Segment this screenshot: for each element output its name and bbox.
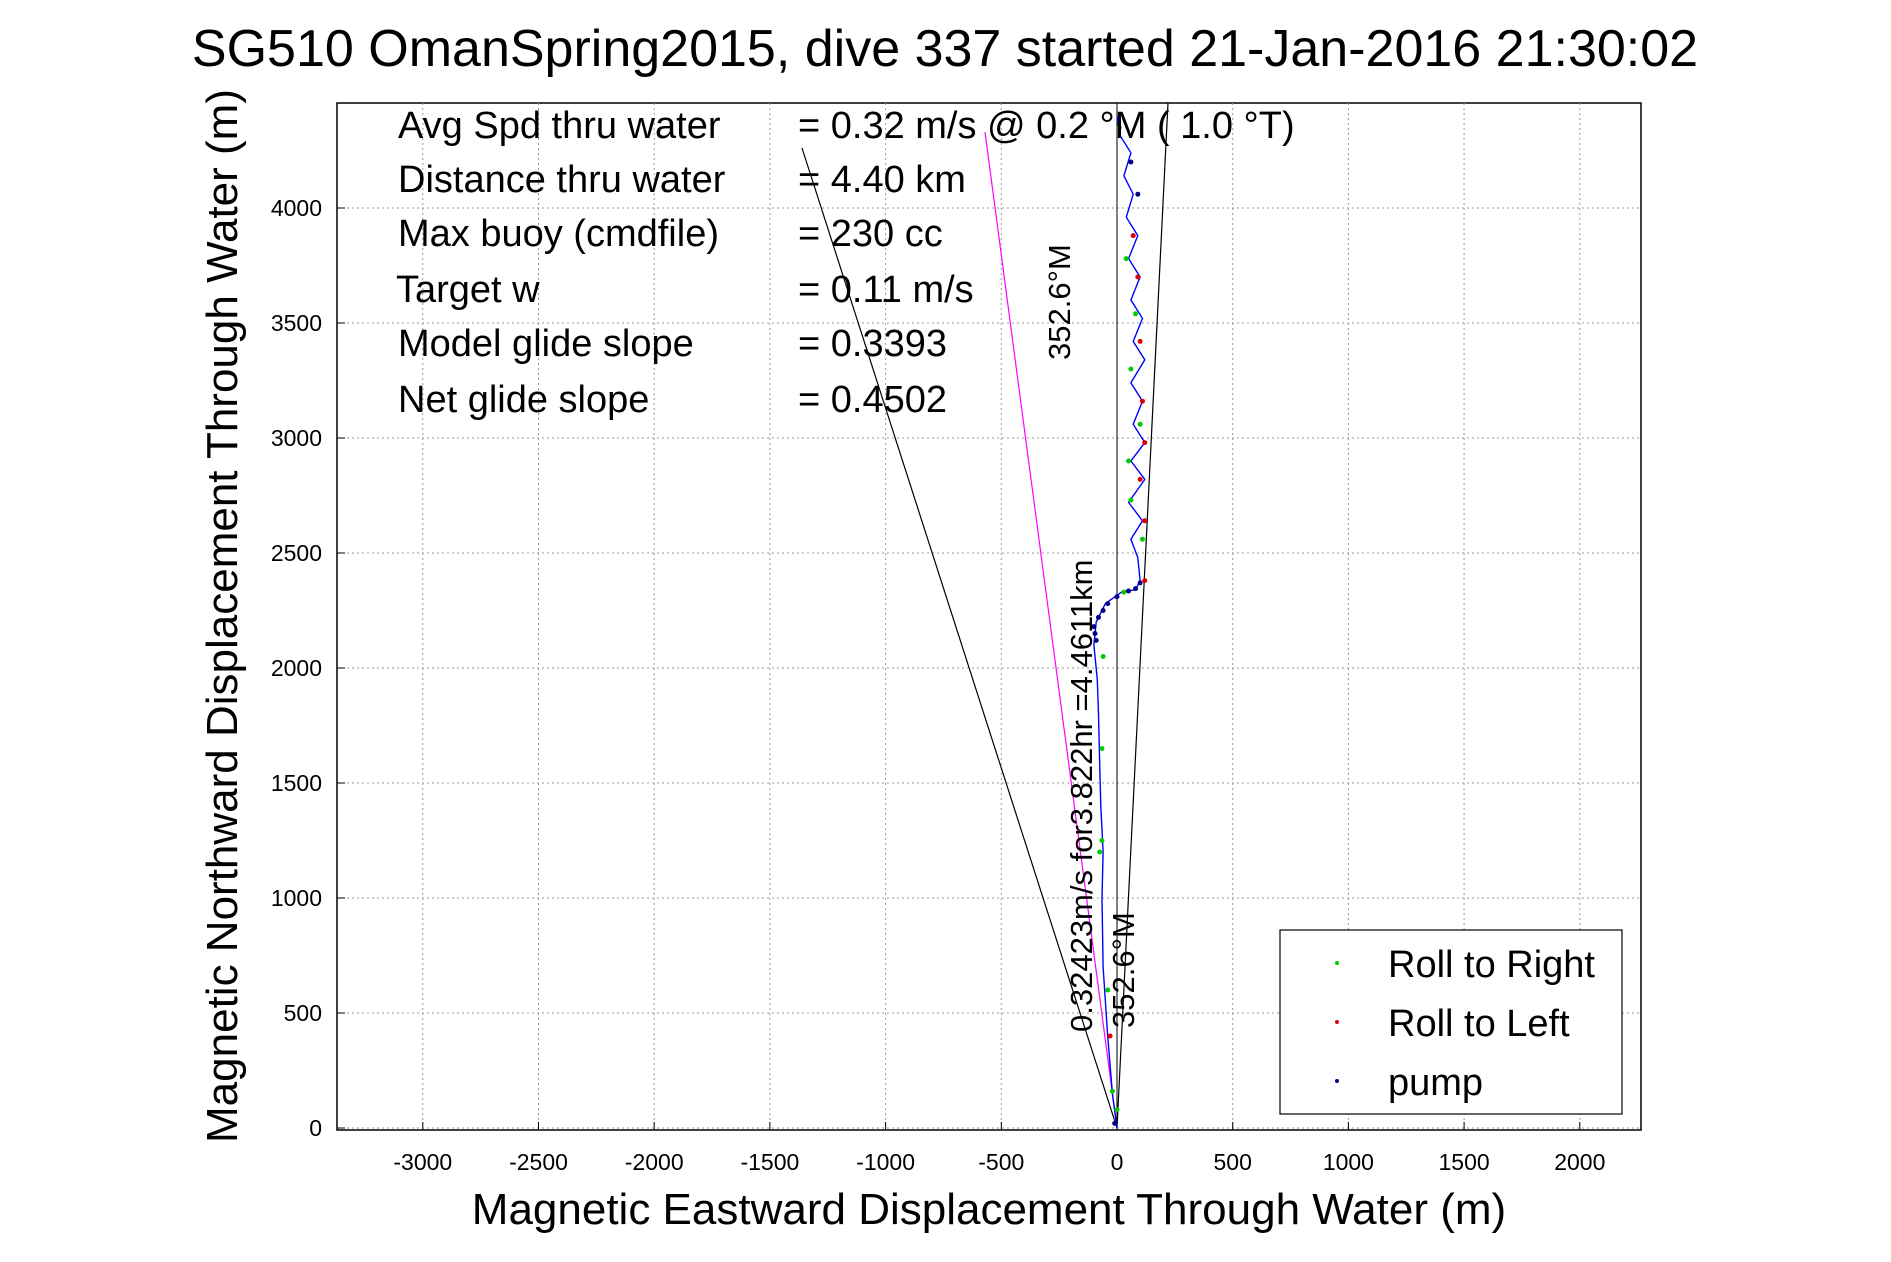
x-tick-label: -2500 (509, 1149, 568, 1175)
marker-pump (1100, 608, 1106, 613)
y-tick-label: 500 (284, 1000, 322, 1026)
marker-pump (1114, 594, 1120, 600)
x-axis-ticks: -3000 -2500 -2000 -1500 -1000 -500 0 500 1000 150… (393, 1122, 1605, 1175)
info-label-net-slope: Net glide slope (398, 379, 649, 421)
y-axis-title: Magnetic Northward Displacement Through … (198, 89, 247, 1143)
marker-pump (1093, 637, 1099, 643)
marker-pump (1091, 624, 1097, 630)
marker-roll-to-right (1133, 311, 1139, 317)
marker-roll-to-right (1128, 497, 1134, 503)
speed-line (984, 131, 1118, 1129)
y-tick-label: 0 (309, 1115, 322, 1141)
x-tick-label: 0 (1111, 1149, 1124, 1175)
x-tick-label: 2000 (1554, 1149, 1605, 1175)
x-tick-label: -2000 (625, 1149, 684, 1175)
legend-label-pump: pump (1388, 1062, 1483, 1104)
y-tick-label: 3500 (271, 310, 322, 336)
marker-pump (1135, 191, 1141, 197)
legend-marker-pump (1335, 1079, 1339, 1083)
info-label-distance: Distance thru water (398, 159, 726, 201)
marker-pump (1092, 631, 1098, 636)
info-value-model-slope: = 0.3393 (798, 323, 947, 365)
marker-roll-to-left (1135, 274, 1141, 280)
annotation-heading-upper: 352.6°M (1042, 244, 1077, 360)
marker-roll-to-left (1142, 578, 1148, 584)
x-tick-label: 1000 (1323, 1149, 1374, 1175)
x-tick-label: -500 (978, 1149, 1024, 1175)
info-label-speed: Avg Spd thru water (398, 105, 721, 147)
y-tick-label: 1000 (271, 885, 322, 911)
info-label-buoy: Max buoy (cmdfile) (398, 213, 719, 255)
y-tick-label: 2500 (271, 540, 322, 566)
y-axis-ticks: 0 500 1000 1500 2000 2500 3000 3500 4000 (271, 195, 345, 1141)
marker-roll-to-right (1097, 849, 1103, 855)
marker-roll-to-right (1128, 366, 1134, 372)
marker-roll-to-left (1139, 398, 1145, 404)
y-tick-label: 2000 (271, 655, 322, 681)
marker-roll-to-right (1109, 1088, 1115, 1094)
annotation-heading-lower: 352.6°M (1106, 912, 1141, 1028)
track-line (1093, 115, 1146, 1129)
marker-roll-to-left (1107, 1033, 1113, 1039)
heading-line-right (1116, 102, 1169, 1129)
info-label-model-slope: Model glide slope (398, 323, 694, 365)
x-tick-label: -1500 (740, 1149, 799, 1175)
x-tick-label: 500 (1214, 1149, 1252, 1175)
legend-marker-roll-right (1335, 961, 1339, 965)
x-axis-title: Magnetic Eastward Displacement Through W… (472, 1185, 1506, 1234)
marker-roll-to-left (1142, 518, 1148, 524)
y-tick-label: 1500 (271, 770, 322, 796)
x-tick-label: 1500 (1439, 1149, 1490, 1175)
x-tick-label: -3000 (393, 1149, 452, 1175)
annotation-speed-distance: 0.32423m/s for3.822hr =4.4611km (1064, 560, 1099, 1032)
marker-pump (1126, 588, 1132, 594)
chart-title: SG510 OmanSpring2015, dive 337 started 2… (192, 20, 1698, 78)
marker-roll-to-right (1139, 536, 1145, 542)
marker-pump (1137, 580, 1143, 586)
marker-roll-to-left (1137, 476, 1143, 482)
marker-roll-to-left (1137, 338, 1143, 344)
marker-pump (1105, 601, 1111, 607)
marker-roll-to-right (1116, 125, 1122, 130)
heading-line-left (801, 147, 1118, 1129)
marker-roll-to-right (1137, 421, 1143, 427)
info-value-buoy: = 230 cc (798, 213, 943, 255)
marker-roll-to-right (1121, 589, 1127, 595)
marker-pump (1112, 1120, 1118, 1126)
markers (1091, 125, 1148, 1126)
marker-roll-to-right (1114, 1107, 1120, 1113)
marker-roll-to-right (1126, 458, 1132, 464)
legend: Roll to Right Roll to Left pump (1279, 929, 1623, 1115)
marker-roll-to-right (1123, 256, 1129, 262)
info-value-distance: = 4.40 km (798, 159, 966, 201)
legend-label-roll-right: Roll to Right (1388, 944, 1595, 986)
marker-roll-to-right (1099, 746, 1105, 751)
y-tick-label: 4000 (271, 195, 322, 221)
info-value-target: = 0.11 m/s (798, 269, 974, 311)
marker-roll-to-right (1099, 838, 1105, 843)
marker-roll-to-left (1142, 440, 1148, 446)
legend-marker-roll-left (1335, 1020, 1339, 1024)
marker-roll-to-left (1130, 233, 1136, 239)
marker-roll-to-right (1105, 987, 1111, 993)
x-tick-label: -1000 (856, 1149, 915, 1175)
marker-pump (1133, 586, 1139, 592)
marker-roll-to-right (1100, 654, 1106, 659)
y-tick-label: 3000 (271, 425, 322, 451)
marker-pump (1095, 614, 1101, 620)
info-value-speed: = 0.32 m/s @ 0.2 °M ( 1.0 °T) (798, 105, 1295, 147)
legend-label-roll-left: Roll to Left (1388, 1003, 1570, 1045)
info-label-target: Target w (396, 269, 540, 311)
track (1093, 115, 1146, 1129)
marker-pump (1128, 159, 1134, 165)
info-value-net-slope: = 0.4502 (798, 379, 947, 421)
